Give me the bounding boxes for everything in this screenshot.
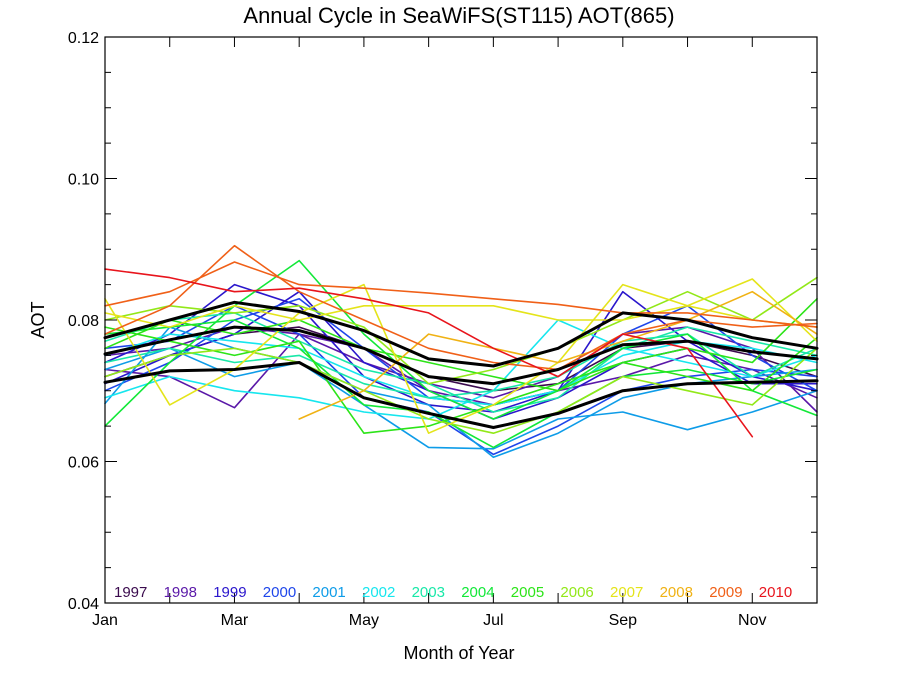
legend-entry: 2003 [412,584,445,601]
y-tick-label: 0.06 [68,455,99,472]
series-line-mean-27 [103,361,819,429]
legend-entry: 2006 [560,584,593,601]
series-line-16 [104,326,818,434]
series-line-3 [104,283,818,413]
y-tick-label: 0.08 [68,313,99,330]
legend-entry: 1999 [213,584,246,601]
x-tick-label: Mar [221,612,249,629]
series-line-21 [298,290,818,420]
x-tick-label: Nov [738,612,766,629]
legend-entry: 2007 [610,584,643,601]
legend-entry: 2009 [709,584,742,601]
series-line-7 [104,326,818,450]
legend: 1997 1998 1999 2000 2001 2002 2003 2004 2005 2006… [114,584,792,601]
series-line-12 [104,333,818,399]
series-line-23 [104,261,818,328]
plot-frame [104,36,818,604]
chart-title: Annual Cycle in SeaWiFS(ST115) AOT(865) [243,3,674,28]
series-line-8 [104,347,818,459]
legend-entry: 2002 [362,584,395,601]
x-tick-label: Sep [609,612,638,629]
series-line-mean-25 [103,300,819,368]
legend-entry: 2010 [759,584,792,601]
legend-entry: 1997 [114,584,147,601]
series-line-11 [104,312,818,413]
legend-entry: 2001 [312,584,345,601]
series-line-mean-26 [103,325,819,386]
legend-entry: 2004 [461,584,494,601]
x-axis-label: Month of Year [403,643,514,663]
legend-entry: 1998 [164,584,197,601]
x-tick-label: Jul [483,612,503,629]
x-tick-label: Jan [92,612,118,629]
axes-layer: 0.04 0.06 0.08 0.10 0.12 Jan Mar May Jul Sep Nov [68,30,818,629]
series-line-14 [104,319,818,449]
legend-entry: 2000 [263,584,296,601]
series-line-22 [104,244,818,371]
series-line-15 [104,298,818,392]
y-tick-label: 0.12 [68,30,99,47]
y-tick-label: 0.10 [68,172,99,189]
legend-entry: 2005 [511,584,544,601]
series-line-17 [104,276,818,385]
series-layer [103,244,819,459]
y-tick-label: 0.04 [68,596,99,613]
x-tick-label: May [349,612,379,629]
series-line-18 [104,347,818,434]
y-axis-label: AOT [28,301,48,338]
series-line-20 [104,305,818,328]
series-line-24 [104,268,754,438]
legend-entry: 2008 [660,584,693,601]
